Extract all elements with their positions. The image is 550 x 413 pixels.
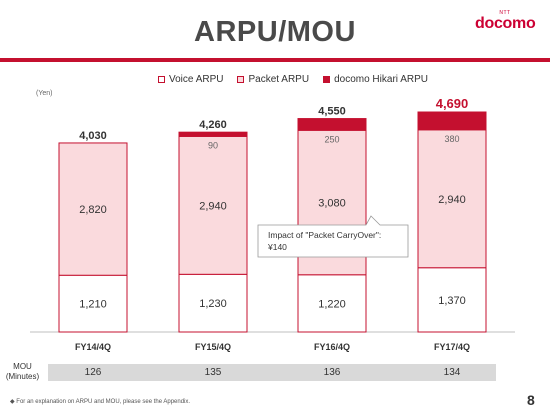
x-tick-label: FY14/4Q <box>75 342 111 352</box>
mou-value: 126 <box>84 367 102 378</box>
data-label-packet: 3,080 <box>318 198 346 210</box>
callout-line-1: Impact of "Packet CarryOver": <box>268 230 381 240</box>
unit-label: (Yen) <box>36 90 53 97</box>
page-title: ARPU/MOU <box>194 16 356 48</box>
x-tick-label: FY17/4Q <box>434 342 470 352</box>
legend-item-packet: Packet ARPU <box>237 74 309 85</box>
docomo-logo: NTT docomo <box>475 10 536 33</box>
mou-value: 134 <box>443 367 461 378</box>
header-divider <box>0 58 550 62</box>
legend-swatch-packet <box>237 76 245 83</box>
data-label-packet: 2,940 <box>438 194 466 206</box>
x-tick-label: FY15/4Q <box>195 342 231 352</box>
data-label-total: 4,260 <box>199 119 227 131</box>
legend-item-voice: Voice ARPU <box>158 74 223 85</box>
logo-ntt-text: NTT <box>499 10 511 16</box>
data-label-hikari: 90 <box>208 140 218 150</box>
legend-swatch-voice <box>158 76 165 83</box>
legend-label-hikari: docomo Hikari ARPU <box>334 74 428 85</box>
bar-voice <box>178 273 248 333</box>
logo-text: docomo <box>475 15 536 32</box>
data-label-hikari: 250 <box>324 134 339 144</box>
footnote: ◆ For an explanation on ARPU and MOU, pl… <box>10 399 191 405</box>
mou-band: 126 135 136 134 <box>48 364 496 381</box>
data-label-voice: 1,230 <box>199 298 227 310</box>
mou-row-label: MOU (Minutes) <box>0 362 45 382</box>
legend-swatch-hikari <box>323 76 331 83</box>
callout-box <box>257 215 409 258</box>
bar-hikari <box>178 131 248 137</box>
data-label-packet: 2,820 <box>79 204 107 216</box>
bar-hikari <box>417 111 487 131</box>
chart-legend: Voice ARPU Packet ARPU docomo Hikari ARP… <box>158 74 428 85</box>
data-label-packet: 2,940 <box>199 200 227 212</box>
data-label-voice: 1,220 <box>318 298 346 310</box>
legend-label-voice: Voice ARPU <box>169 74 224 85</box>
mou-label-unit: (Minutes) <box>5 372 40 381</box>
bar-voice <box>297 274 367 333</box>
data-label-hikari: 380 <box>444 134 459 144</box>
mou-value: 136 <box>323 367 341 378</box>
mou-label-title: MOU <box>13 362 32 371</box>
legend-label-packet: Packet ARPU <box>248 74 310 85</box>
bar-packet <box>178 135 248 275</box>
data-label-total: 4,550 <box>318 106 346 118</box>
mou-value: 135 <box>204 367 222 378</box>
bar-voice <box>417 267 487 333</box>
data-label-total: 4,690 <box>436 96 469 111</box>
page-number: 8 <box>527 392 535 408</box>
bar-packet <box>58 142 128 276</box>
x-tick-label: FY16/4Q <box>314 342 350 352</box>
callout-line-2: ¥140 <box>267 242 287 252</box>
bar-hikari <box>297 118 367 131</box>
legend-item-hikari: docomo Hikari ARPU <box>323 74 428 85</box>
data-label-voice: 1,210 <box>79 299 107 311</box>
data-label-voice: 1,370 <box>438 295 466 307</box>
data-label-total: 4,030 <box>79 130 107 142</box>
